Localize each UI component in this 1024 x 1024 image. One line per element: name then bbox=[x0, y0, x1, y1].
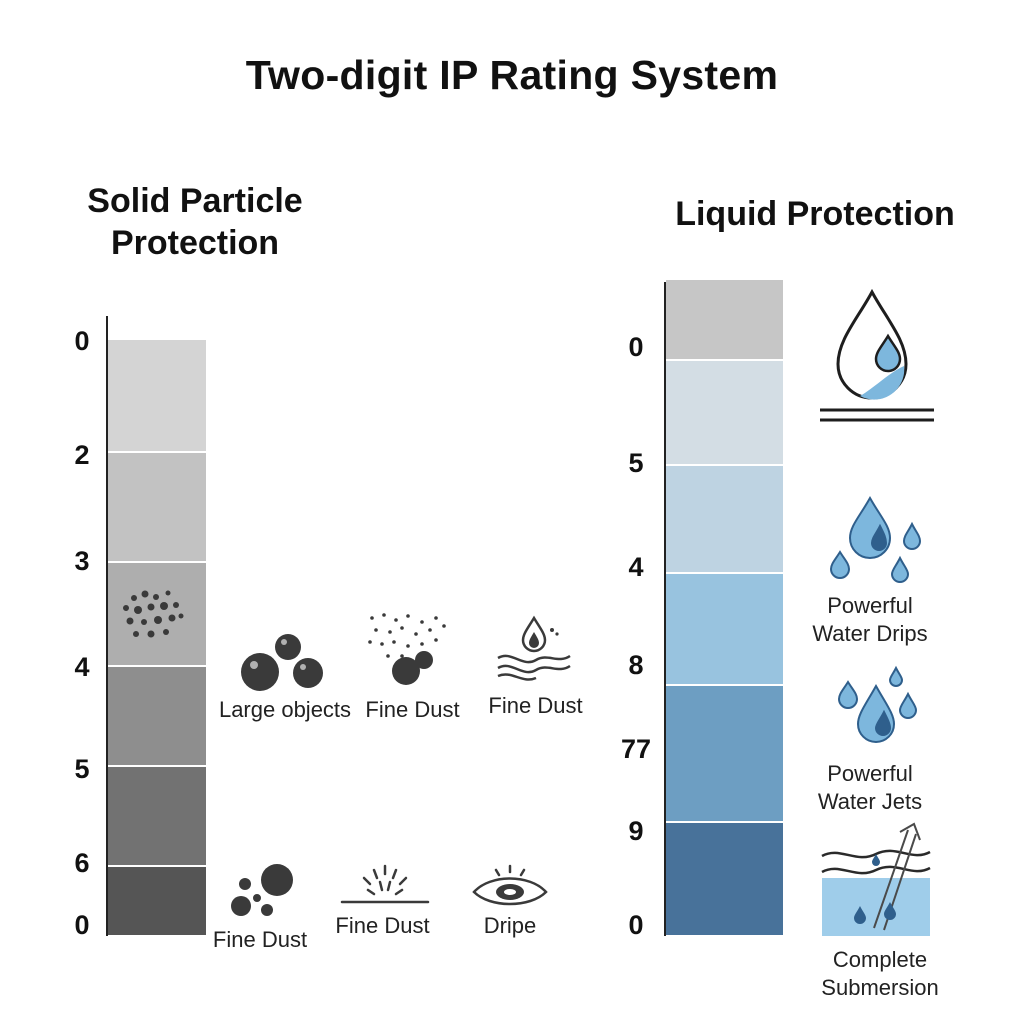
divider bbox=[666, 572, 783, 574]
divider bbox=[108, 665, 206, 667]
label-line1: Powerful bbox=[827, 593, 913, 618]
liquid-segment-1 bbox=[666, 360, 783, 465]
liquid-segment-4 bbox=[666, 685, 783, 822]
label-line2: Water Jets bbox=[817, 789, 923, 814]
liquid-segment-2 bbox=[666, 465, 783, 573]
solid-rating-bar bbox=[108, 340, 206, 935]
icon-label: Fine Dust bbox=[212, 927, 308, 952]
liquid-rating-number: 77 bbox=[620, 734, 652, 764]
solid-title-line1: Solid Particle bbox=[87, 182, 303, 220]
solid-section-title: Solid Particle Protection bbox=[40, 180, 350, 264]
solid-title-line2: Protection bbox=[110, 224, 280, 262]
page-title: Two-digit IP Rating System bbox=[245, 52, 779, 98]
divider bbox=[108, 451, 206, 453]
liquid-rating-bar bbox=[666, 280, 783, 935]
solid-segment-4 bbox=[108, 766, 206, 866]
fine-dust-spray-icon bbox=[368, 613, 446, 685]
icon-label: Fine Dust bbox=[335, 913, 430, 938]
icon-label: Fine Dust bbox=[365, 697, 460, 722]
solid-axis-line bbox=[106, 316, 108, 936]
icon-label: Complete Submersion bbox=[800, 946, 960, 1002]
water-drips-icon bbox=[829, 495, 922, 583]
solid-rating-number: 2 bbox=[74, 440, 90, 470]
solid-segment-5 bbox=[108, 866, 206, 935]
liquid-rating-number: 0 bbox=[628, 332, 644, 362]
label-line2: Water Drips bbox=[812, 621, 928, 646]
solid-rating-number: 3 bbox=[74, 546, 90, 576]
label-line1: Complete bbox=[832, 947, 928, 972]
solid-segment-2 bbox=[108, 562, 206, 666]
submersion-icon bbox=[821, 822, 931, 936]
icon-label: Powerful Water Jets bbox=[800, 760, 940, 816]
solid-rating-number: 0 bbox=[74, 326, 90, 356]
divider bbox=[108, 865, 206, 867]
label-line2: Submersion bbox=[821, 975, 939, 1000]
solid-rating-number: 0 bbox=[74, 910, 90, 940]
icon-label: Dripe bbox=[483, 913, 537, 938]
solid-segment-1 bbox=[108, 452, 206, 562]
liquid-rating-number: 9 bbox=[628, 816, 644, 846]
water-wave-drop-icon bbox=[497, 615, 571, 681]
icon-label: Powerful Water Drips bbox=[800, 592, 940, 648]
drop-on-surface-icon bbox=[820, 288, 934, 422]
liquid-segment-5 bbox=[666, 822, 783, 935]
solid-rating-number: 6 bbox=[74, 848, 90, 878]
divider bbox=[666, 684, 783, 686]
water-jets-icon bbox=[837, 665, 918, 743]
label-line1: Powerful bbox=[827, 761, 913, 786]
liquid-rating-number: 4 bbox=[628, 552, 644, 582]
spray-surface-icon bbox=[340, 864, 430, 904]
eye-icon bbox=[472, 864, 548, 906]
solid-segment-0 bbox=[108, 340, 206, 452]
liquid-rating-number: 8 bbox=[628, 650, 644, 680]
solid-rating-number: 4 bbox=[74, 652, 90, 682]
solid-segment-3 bbox=[108, 666, 206, 766]
icon-label: Fine Dust bbox=[488, 693, 583, 718]
liquid-rating-number: 0 bbox=[628, 910, 644, 940]
particle-dots-icon bbox=[123, 590, 184, 638]
liquid-segment-0 bbox=[666, 280, 783, 360]
particles-icon bbox=[231, 864, 293, 916]
divider bbox=[666, 464, 783, 466]
icon-label: Large objects bbox=[218, 697, 352, 722]
liquid-section-title: Liquid Protection bbox=[675, 195, 955, 233]
divider bbox=[666, 359, 783, 361]
divider bbox=[108, 561, 206, 563]
solid-rating-number: 5 bbox=[74, 754, 90, 784]
large-objects-icon bbox=[241, 634, 323, 691]
divider bbox=[108, 765, 206, 767]
divider bbox=[666, 821, 783, 823]
liquid-segment-3 bbox=[666, 573, 783, 685]
liquid-axis-line bbox=[664, 282, 666, 936]
liquid-rating-number: 5 bbox=[628, 448, 644, 478]
